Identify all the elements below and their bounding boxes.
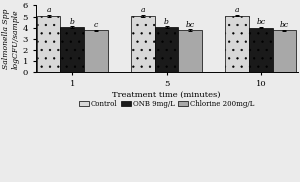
Text: bc: bc — [280, 21, 289, 29]
Bar — [84, 30, 108, 72]
Bar — [226, 15, 249, 72]
Bar — [61, 27, 84, 72]
Bar — [178, 30, 202, 72]
Text: a: a — [46, 6, 51, 14]
Y-axis label: Salmonella Spp
logCFU/sample: Salmonella Spp logCFU/sample — [2, 9, 20, 69]
Text: b: b — [70, 18, 75, 26]
Bar — [249, 28, 273, 72]
Text: bc: bc — [256, 18, 266, 26]
Text: bc: bc — [186, 21, 195, 29]
Bar — [37, 16, 61, 72]
Text: a: a — [141, 6, 145, 14]
Text: a: a — [235, 6, 239, 14]
Bar — [273, 30, 296, 72]
Bar — [131, 16, 155, 72]
Bar — [155, 27, 178, 72]
Text: b: b — [164, 18, 169, 26]
X-axis label: Treatment time (minutes): Treatment time (minutes) — [112, 91, 221, 99]
Legend: Control, ONB 9mg/L, Chlorine 200mg/L: Control, ONB 9mg/L, Chlorine 200mg/L — [76, 97, 257, 110]
Text: c: c — [94, 21, 98, 29]
